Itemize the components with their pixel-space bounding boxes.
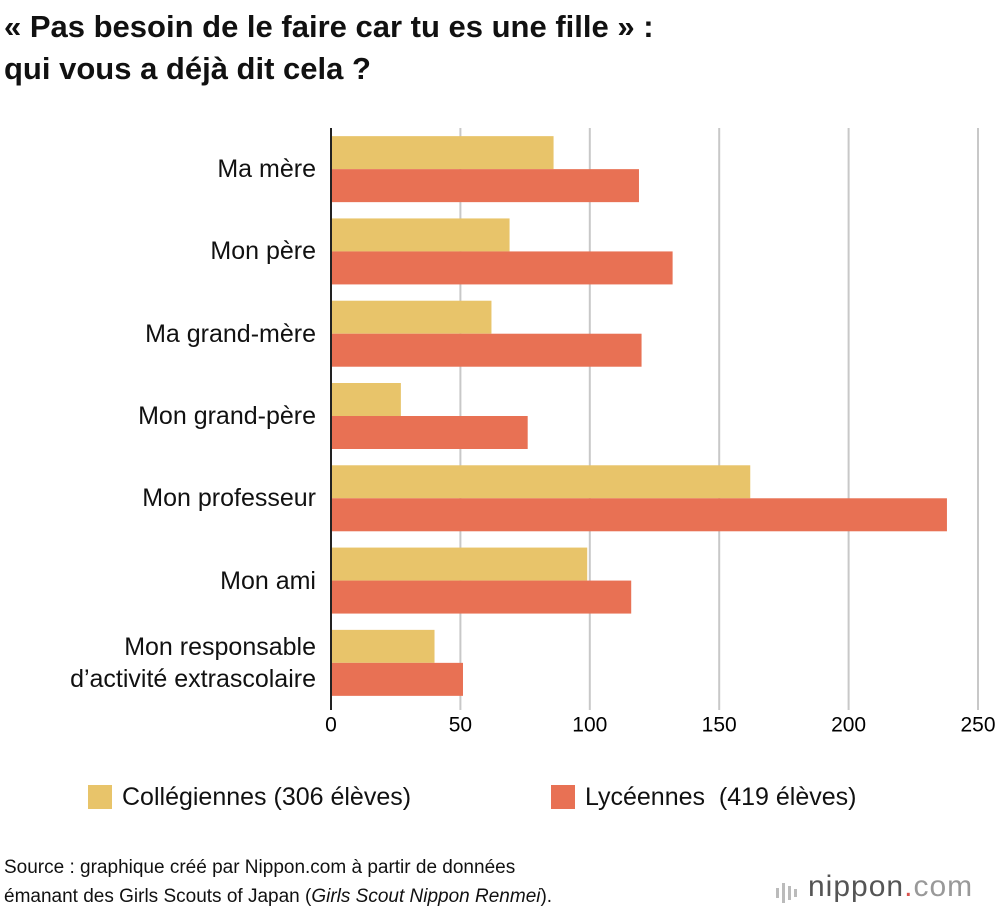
source-text: Source : graphique créé par Nippon.com à… [4, 857, 516, 907]
source-note: Source : graphique créé par Nippon.com à… [4, 853, 552, 911]
logo-dot: . [904, 870, 914, 903]
bar [331, 169, 639, 203]
bar [331, 580, 632, 614]
bar [331, 251, 673, 285]
legend-label: Collégiennes (306 élèves) [122, 783, 412, 811]
x-tick-label: 200 [831, 714, 866, 737]
legend-swatch [88, 785, 112, 809]
bar [331, 136, 554, 170]
x-tick-label: 0 [325, 714, 337, 737]
bar [331, 416, 528, 449]
x-tick-label: 50 [449, 714, 472, 737]
logo: nippon.com [808, 870, 973, 904]
legend-label: Lycéennes (419 élèves) [585, 783, 857, 811]
y-tick-label: Ma grand-mère [145, 319, 316, 348]
x-tick-label: 150 [702, 714, 737, 737]
x-tick-label: 100 [572, 714, 607, 737]
y-tick-label: Mon père [210, 237, 316, 266]
logo-text: nippon [808, 870, 905, 903]
y-tick-label: Mon responsable d’activité extrascolaire [70, 632, 316, 693]
bar [331, 465, 751, 499]
source-italic: Girls Scout Nippon Renmei [311, 886, 541, 907]
y-tick-label: Mon ami [220, 566, 316, 595]
logo-icon [776, 883, 797, 903]
y-tick-label: Ma mère [217, 155, 316, 184]
bar [331, 662, 463, 696]
source-text: ). [540, 886, 553, 907]
legend-swatch [551, 785, 575, 809]
bar [331, 498, 947, 532]
bar [331, 547, 588, 581]
x-tick-label: 250 [960, 714, 995, 737]
bar [331, 383, 401, 416]
logo-text: com [913, 870, 974, 903]
chart-title: « Pas besoin de le faire car tu es une f… [4, 9, 654, 86]
bar [331, 629, 435, 663]
bar [331, 300, 492, 334]
y-tick-label: Mon professeur [142, 484, 316, 513]
y-tick-label: Mon grand-père [138, 402, 316, 430]
bar [331, 218, 510, 252]
bar [331, 333, 642, 367]
